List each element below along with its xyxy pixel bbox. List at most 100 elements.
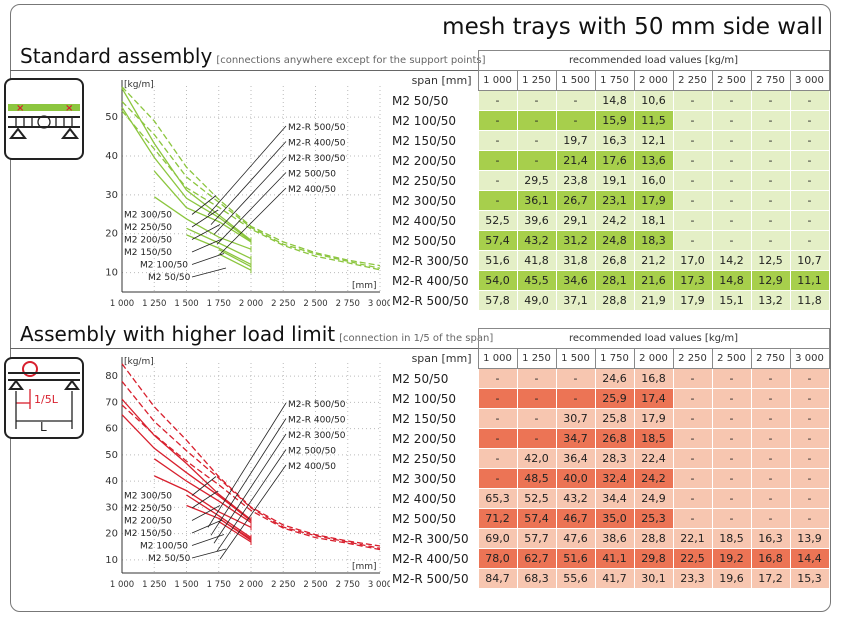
- table-cell: -: [672, 408, 713, 429]
- table-cell: -: [711, 190, 752, 211]
- table-cell: -: [750, 508, 791, 529]
- row-label: M2 50/50: [392, 371, 449, 386]
- table-cell: -: [750, 468, 791, 489]
- x-tick-label: 2 750: [336, 299, 360, 309]
- section-title-higher-load: Assembly with higher load limit [connecti…: [20, 322, 494, 346]
- table-cell: 17,9: [672, 290, 713, 311]
- table-cell: 17,9: [633, 408, 674, 429]
- table-cell: 18,3: [633, 230, 674, 251]
- y-tick-label: 60: [105, 424, 118, 435]
- table-cell: -: [789, 150, 830, 171]
- table-cell: -: [477, 408, 518, 429]
- table-cell: -: [477, 190, 518, 211]
- span-fraction-label: 1/5L: [34, 393, 59, 406]
- y-tick-label: 30: [105, 502, 118, 513]
- table-cell: -: [516, 110, 557, 131]
- span-column-header: 2 000: [633, 348, 674, 369]
- table-cell: -: [789, 230, 830, 251]
- y-tick-label: 80: [105, 371, 118, 382]
- table-row: M2 50/50- - -24,6 16,8- - - -: [390, 368, 830, 389]
- row-label: M2 150/50: [392, 411, 457, 426]
- table-cell: 16,8: [633, 368, 674, 389]
- span-header-label: span [mm]: [411, 352, 472, 365]
- table-cell: 38,6: [594, 528, 635, 549]
- table-cell: 34,7: [555, 428, 596, 449]
- table-cell: -: [711, 130, 752, 151]
- table-cell: 52,5: [516, 488, 557, 509]
- table-cell: -: [789, 408, 830, 429]
- row-label: M2 300/50: [392, 193, 457, 208]
- table-cell: 24,2: [594, 210, 635, 231]
- page-title: mesh trays with 50 mm side wall: [442, 14, 823, 40]
- series-line: [121, 363, 381, 547]
- table-cell: -: [711, 408, 752, 429]
- table-cell: 57,7: [516, 528, 557, 549]
- x-tick-label: 1 250: [142, 580, 166, 590]
- series-line: [121, 398, 252, 521]
- table-cell: 48,5: [516, 468, 557, 489]
- table-row: M2 500/50 57,4 43,2 31,2 24,8 18,3- - - -: [390, 230, 830, 251]
- table-cell: -: [672, 368, 713, 389]
- table-cell: -: [555, 368, 596, 389]
- series-label: M2 100/50: [140, 542, 188, 552]
- higher-load-chart: 10 20 30 40 50 60 70 80 1 000 1 250 1 500 1 750 2 00…: [105, 357, 390, 590]
- table-cell: -: [789, 368, 830, 389]
- table-cell: 18,1: [633, 210, 674, 231]
- series-line: [121, 110, 381, 271]
- label-leader-line: [219, 187, 287, 255]
- table-cell: -: [711, 448, 752, 469]
- table-cell: 14,2: [711, 250, 752, 271]
- table-cell: -: [672, 488, 713, 509]
- x-tick-label: 1 000: [110, 580, 134, 590]
- table-cell: 24,9: [633, 488, 674, 509]
- table-row: M2-R 500/50 84,7 68,3 55,6 41,7 30,1 23,3 19,6 1…: [390, 568, 830, 589]
- table-cell: -: [477, 388, 518, 409]
- row-label: M2 300/50: [392, 471, 457, 486]
- table-row: M2 150/50- -19,7 16,3 12,1- - - -: [390, 130, 830, 151]
- row-label: M2-R 500/50: [392, 571, 469, 586]
- table-cell: 55,6: [555, 568, 596, 589]
- table-cell: -: [750, 368, 791, 389]
- series-label: M2 200/50: [124, 517, 172, 527]
- table-cell: 41,1: [594, 548, 635, 569]
- label-leader-line: [216, 172, 287, 245]
- table-cell: -: [477, 428, 518, 449]
- table-cell: 17,4: [633, 388, 674, 409]
- table-cell: 41,7: [594, 568, 635, 589]
- series-label: M2 400/50: [288, 462, 336, 472]
- label-leader-line: [191, 476, 217, 496]
- table-cell: 26,7: [555, 190, 596, 211]
- table-cell: 29,5: [516, 170, 557, 191]
- table-row: M2 250/50-29,5 23,8 19,1 16,0- - - -: [390, 170, 830, 191]
- x-tick-label: 2 750: [336, 580, 360, 590]
- y-tick-label: 10: [105, 268, 118, 279]
- table-cell: -: [789, 468, 830, 489]
- table-cell: -: [789, 90, 830, 111]
- table-cell: -: [672, 448, 713, 469]
- series-label: M2 200/50: [124, 236, 172, 246]
- span-column-header: 2 000: [633, 70, 674, 91]
- series-line: [153, 170, 252, 243]
- table-cell: 25,9: [594, 388, 635, 409]
- y-axis-label: [kg/m]: [124, 357, 154, 367]
- table-row: M2-R 300/50 51,6 41,8 31,8 26,8 21,2 17,0 14,2 1…: [390, 250, 830, 271]
- table-cell: -: [516, 428, 557, 449]
- span-column-header: 2 500: [711, 70, 752, 91]
- table-cell: -: [711, 388, 752, 409]
- label-leader-line: [191, 224, 221, 240]
- table-cell: 57,4: [516, 508, 557, 529]
- series-label: M2-R 300/50: [288, 154, 346, 164]
- table-row: M2 500/50 71,2 57,4 46,7 35,0 25,3- - - -: [390, 508, 830, 529]
- table-cell: 36,4: [555, 448, 596, 469]
- table-cell: -: [672, 110, 713, 131]
- table-cell: -: [711, 488, 752, 509]
- label-leader-line: [216, 449, 287, 552]
- table-cell: -: [672, 150, 713, 171]
- span-label: L: [40, 420, 47, 434]
- table-cell: -: [672, 210, 713, 231]
- series-label: M2 500/50: [288, 447, 336, 457]
- table-cell: -: [477, 170, 518, 191]
- table-cell: -: [711, 508, 752, 529]
- label-leader-line: [210, 141, 287, 225]
- row-label: M2-R 300/50: [392, 253, 469, 268]
